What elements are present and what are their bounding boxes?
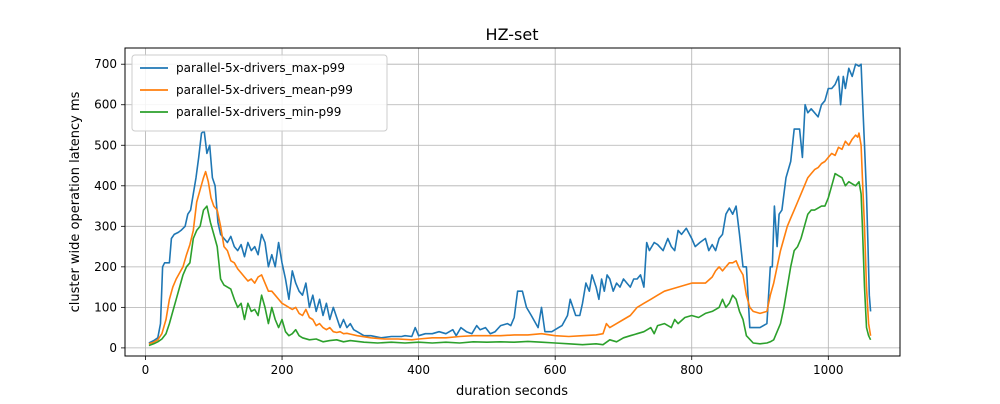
x-tick-label: 800 bbox=[680, 363, 703, 377]
series-line-0 bbox=[148, 63, 872, 344]
series-line-1 bbox=[148, 132, 872, 345]
y-tick-label: 700 bbox=[94, 57, 117, 71]
y-tick-label: 600 bbox=[94, 98, 117, 112]
chart-title: HZ-set bbox=[486, 25, 539, 44]
x-tick-label: 400 bbox=[407, 363, 430, 377]
y-tick-label: 200 bbox=[94, 260, 117, 274]
y-tick-label: 300 bbox=[94, 219, 117, 233]
legend-label: parallel-5x-drivers_min-p99 bbox=[176, 105, 341, 119]
legend-label: parallel-5x-drivers_max-p99 bbox=[176, 61, 345, 75]
legend: parallel-5x-drivers_max-p99 parallel-5x-d… bbox=[131, 54, 388, 132]
y-tick-label: 0 bbox=[109, 341, 117, 355]
series-line-2 bbox=[148, 172, 872, 347]
x-tick-label: 1000 bbox=[813, 363, 844, 377]
legend-label: parallel-5x-drivers_mean-p99 bbox=[176, 83, 353, 97]
series-lines bbox=[148, 63, 872, 347]
grid bbox=[125, 48, 900, 356]
axis-ticks: 0 200 400 600 800 1000 0 100 200 300 400 500 600 700 bbox=[94, 57, 843, 377]
x-axis-label: duration seconds bbox=[456, 384, 568, 399]
y-axis-label: cluster wide operation latency ms bbox=[68, 91, 83, 312]
x-tick-label: 200 bbox=[271, 363, 294, 377]
y-tick-label: 400 bbox=[94, 179, 117, 193]
legend-box bbox=[131, 54, 388, 132]
y-tick-label: 500 bbox=[94, 138, 117, 152]
plot-frame bbox=[124, 47, 901, 357]
x-tick-label: 600 bbox=[544, 363, 567, 377]
y-tick-label: 100 bbox=[94, 300, 117, 314]
x-tick-label: 0 bbox=[142, 363, 150, 377]
